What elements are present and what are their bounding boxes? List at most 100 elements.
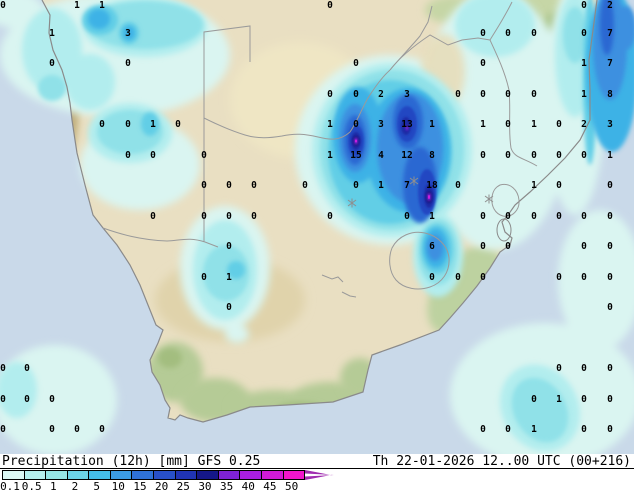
grid-value: 0 — [531, 150, 537, 161]
grid-value: 0 — [531, 394, 537, 405]
grid-value: 0 — [0, 394, 6, 405]
grid-value: 0 — [531, 89, 537, 100]
grid-value: 0 — [226, 302, 232, 313]
grid-value: 0 — [607, 302, 613, 313]
grid-value: 1 — [581, 58, 587, 69]
city-marker-icon — [409, 176, 419, 186]
grid-value: 0 — [49, 424, 55, 435]
grid-value: 0 — [175, 119, 181, 130]
grid-value: 0 — [607, 394, 613, 405]
map-canvas: 0 1 1 0 0 21 3 0 0 0 0 70 0 0 0 1 70 0 2 3 0 0 0 0 1 80 0 1 0 1 0 3 13 1 1… — [0, 0, 634, 454]
grid-value: 0 — [353, 119, 359, 130]
grid-value: 8 — [607, 89, 613, 100]
grid-value: 1 — [378, 180, 384, 191]
grid-value: 0 — [581, 241, 587, 252]
legend-bar: Precipitation (12h) [mm] GFS 0.25 Th 22-… — [0, 454, 634, 490]
grid-value: 0 — [302, 180, 308, 191]
grid-value: 0 — [99, 424, 105, 435]
colorbar-segment — [3, 471, 25, 479]
grid-value: 0 — [480, 58, 486, 69]
legend-title: Precipitation (12h) [mm] GFS 0.25 — [2, 454, 261, 469]
grid-value: 0 — [201, 211, 207, 222]
colorbar-segment — [89, 471, 111, 479]
colorbar-segment — [218, 471, 241, 479]
colorbar-tick-label: 45 — [263, 480, 277, 490]
grid-value: 0 — [531, 211, 537, 222]
grid-value: 0 — [607, 272, 613, 283]
grid-value: 0 — [505, 424, 511, 435]
grid-value: 1 — [531, 424, 537, 435]
grid-value: 18 — [426, 180, 438, 191]
country-borders — [102, 1, 538, 298]
grid-value: 1 — [480, 119, 486, 130]
grid-value: 0 — [505, 89, 511, 100]
grid-value: 0 — [251, 180, 257, 191]
grid-value: 2 — [378, 89, 384, 100]
grid-value: 1 — [429, 119, 435, 130]
grid-value: 0 — [74, 424, 80, 435]
grid-value: 0 — [480, 211, 486, 222]
grid-value: 1 — [74, 0, 80, 11]
grid-value: 0 — [581, 424, 587, 435]
grid-value: 7 — [607, 28, 613, 39]
colorbar-segment — [67, 471, 90, 479]
grid-value: 12 — [401, 150, 412, 161]
colorbar-tick-label: 2 — [71, 480, 79, 490]
colorbar-tick-label: 10 — [111, 480, 125, 490]
grid-value: 1 — [607, 150, 613, 161]
colorbar-overflow-arrow — [305, 470, 334, 480]
colorbar-tick-label: 0.5 — [21, 480, 42, 490]
colorbar-tick-label: 50 — [284, 480, 299, 490]
coastline — [41, 0, 598, 423]
grid-value: 0 — [0, 363, 6, 374]
grid-value: 0 — [327, 89, 333, 100]
grid-value: 0 — [455, 180, 461, 191]
grid-value: 3 — [404, 89, 410, 100]
grid-value: 0 — [353, 180, 359, 191]
grid-value: 1 — [531, 119, 537, 130]
grid-value: 0 — [226, 241, 232, 252]
grid-value: 6 — [429, 241, 435, 252]
grid-value: 0 — [125, 58, 131, 69]
grid-value: 0 — [505, 241, 511, 252]
grid-value: 0 — [480, 424, 486, 435]
grid-value: 0 — [505, 211, 511, 222]
colorbar-segment — [240, 471, 262, 479]
grid-value: 0 — [353, 89, 359, 100]
grid-value: 0 — [607, 241, 613, 252]
grid-value: 3 — [607, 119, 613, 130]
colorbar-segment — [261, 471, 284, 479]
city-marker-icon — [347, 198, 357, 208]
colorbar-segment — [24, 471, 47, 479]
colorbar-segment — [283, 471, 305, 479]
grid-value: 0 — [404, 211, 410, 222]
colorbar-tick-label: 40 — [241, 480, 255, 490]
grid-value: 0 — [125, 150, 131, 161]
grid-value: 0 — [556, 119, 562, 130]
colorbar-tick-label: 1 — [50, 480, 57, 490]
colorbar-segment — [110, 471, 133, 479]
grid-value: 2 — [607, 0, 613, 11]
grid-value: 0 — [0, 0, 6, 11]
grid-value: 0 — [505, 119, 511, 130]
grid-value: 0 — [125, 119, 131, 130]
colorbar-segment — [154, 471, 176, 479]
precipitation-colorbar — [2, 470, 305, 480]
grid-value: 0 — [581, 394, 587, 405]
grid-value: 1 — [150, 119, 156, 130]
grid-value: 0 — [581, 272, 587, 283]
colorbar-tick-label: 25 — [176, 480, 190, 490]
grid-value: 1 — [556, 394, 562, 405]
grid-value: 4 — [378, 150, 384, 161]
grid-value: 1 — [531, 180, 537, 191]
grid-value: 7 — [607, 58, 613, 69]
grid-value: 0 — [480, 241, 486, 252]
colorbar-tick-label: 15 — [133, 480, 147, 490]
legend-divider — [0, 468, 634, 469]
grid-value: 2 — [581, 119, 587, 130]
grid-value: 0 — [429, 272, 435, 283]
grid-value: 0 — [327, 211, 333, 222]
grid-value: 0 — [581, 0, 587, 11]
colorbar-tick-label: 0.1 — [0, 480, 20, 490]
